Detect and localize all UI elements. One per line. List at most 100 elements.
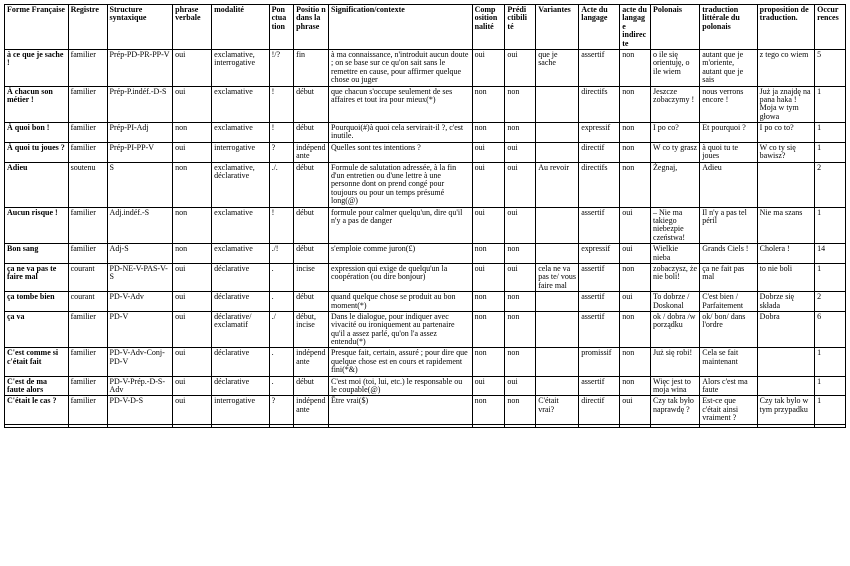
table-cell: C'est comme si c'était fait	[5, 348, 69, 376]
table-cell	[5, 424, 69, 427]
table-cell: oui	[173, 348, 212, 376]
table-cell: oui	[620, 244, 651, 264]
table-cell: non	[505, 244, 536, 264]
table-cell: directif	[579, 142, 620, 162]
table-cell: familier	[68, 123, 107, 143]
table-cell	[536, 311, 579, 348]
col-header: Occur rences	[815, 5, 846, 50]
table-cell: non	[472, 123, 505, 143]
table-cell: interrogative	[212, 142, 269, 162]
table-cell: s'emploie comme juron(£)	[329, 244, 473, 264]
table-cell: non	[505, 396, 536, 424]
table-cell: oui	[472, 142, 505, 162]
col-header: Acte du langage	[579, 5, 620, 50]
table-cell: exclamative, interrogative	[212, 49, 269, 86]
table-cell: Aucun risque !	[5, 207, 69, 244]
table-cell	[700, 424, 757, 427]
col-header: Forme Française	[5, 5, 69, 50]
table-cell	[757, 376, 814, 396]
table-cell: 1	[815, 207, 846, 244]
table-cell: déclarative	[212, 263, 269, 291]
table-cell: .	[269, 348, 294, 376]
table-cell: Adieu	[700, 162, 757, 207]
table-cell	[536, 292, 579, 312]
table-cell: familier	[68, 348, 107, 376]
table-cell: directif	[579, 396, 620, 424]
table-cell: non	[173, 123, 212, 143]
table-cell: oui	[505, 207, 536, 244]
table-cell: To dobrze / Doskonal	[651, 292, 700, 312]
table-cell: I po co to?	[757, 123, 814, 143]
table-cell: 1	[815, 123, 846, 143]
table-cell: Pourquoi(#)à quoi cela servirait-il ?, c…	[329, 123, 473, 143]
table-row: ça tombe biencourantPD-V-Advouidéclarati…	[5, 292, 846, 312]
table-cell: oui	[472, 207, 505, 244]
table-cell	[536, 142, 579, 162]
table-cell: À quoi bon !	[5, 123, 69, 143]
table-cell: Więc jest to moja wina	[651, 376, 700, 396]
table-cell	[579, 424, 620, 427]
table-cell: 2	[815, 162, 846, 207]
table-cell: Wielkie nieba	[651, 244, 700, 264]
col-header: modalité	[212, 5, 269, 50]
table-cell: 14	[815, 244, 846, 264]
table-cell: oui	[505, 142, 536, 162]
col-header: traduction littérale du polonais	[700, 5, 757, 50]
table-cell: assertif	[579, 311, 620, 348]
table-cell: non	[620, 263, 651, 291]
col-header: Prédi ctibili té	[505, 5, 536, 50]
table-row: À quoi bon !familierPrép-PI-Adjnonexclam…	[5, 123, 846, 143]
table-cell: début	[294, 244, 329, 264]
table-cell: à ce que je sache !	[5, 49, 69, 86]
table-cell: indépendante	[294, 142, 329, 162]
table-cell	[173, 424, 212, 427]
table-cell: PD-V-Prép.-D-S-Adv	[107, 376, 173, 396]
table-cell: assertif	[579, 292, 620, 312]
table-cell: Nie ma szans	[757, 207, 814, 244]
table-cell: C'est moi (toi, lui, etc.) le responsabl…	[329, 376, 473, 396]
table-cell: non	[505, 311, 536, 348]
table-cell: expressif	[579, 244, 620, 264]
table-cell: indépendante	[294, 396, 329, 424]
table-cell: début	[294, 123, 329, 143]
table-cell: ./!	[269, 244, 294, 264]
table-cell: oui	[173, 263, 212, 291]
table-cell: quand quelque chose se produit au bon mo…	[329, 292, 473, 312]
table-cell	[294, 424, 329, 427]
table-cell: oui	[173, 49, 212, 86]
table-cell	[536, 86, 579, 123]
table-cell: C'est de ma faute alors	[5, 376, 69, 396]
table-cell: déclarative	[212, 376, 269, 396]
table-cell: oui	[505, 162, 536, 207]
col-header: Comp osition nalité	[472, 5, 505, 50]
table-cell: assertif	[579, 49, 620, 86]
table-cell: ok / dobra /w porządku	[651, 311, 700, 348]
table-cell: courant	[68, 292, 107, 312]
table-row: Bon sangfamilierAdj-Snonexclamative./!dé…	[5, 244, 846, 264]
table-row: AdieusoutenuSnonexclamative, déclarative…	[5, 162, 846, 207]
table-row: ça vafamilierPD-Vouidéclarative/ exclama…	[5, 311, 846, 348]
table-cell: autant que je m'oriente, autant que je s…	[700, 49, 757, 86]
table-cell: ./.	[269, 162, 294, 207]
table-cell: C'est bien / Parfaitement	[700, 292, 757, 312]
table-cell	[329, 424, 473, 427]
table-cell: début	[294, 376, 329, 396]
table-cell: oui	[472, 263, 505, 291]
table-cell: C'était le cas ?	[5, 396, 69, 424]
table-cell: non	[620, 123, 651, 143]
table-cell: Adj-S	[107, 244, 173, 264]
table-cell: fin	[294, 49, 329, 86]
table-cell: Est-ce que c'était ainsi vraiment ?	[700, 396, 757, 424]
table-cell: promissif	[579, 348, 620, 376]
table-cell	[536, 348, 579, 376]
table-cell: que je sache	[536, 49, 579, 86]
table-cell: non	[173, 162, 212, 207]
col-header: Registre	[68, 5, 107, 50]
table-cell: !	[269, 207, 294, 244]
table-cell: C'était vrai?	[536, 396, 579, 424]
table-cell: non	[505, 292, 536, 312]
table-cell: Adj.indéf.-S	[107, 207, 173, 244]
table-cell: Prép-P.indéf.-D-S	[107, 86, 173, 123]
table-cell: assertif	[579, 207, 620, 244]
table-cell: ./	[269, 311, 294, 348]
